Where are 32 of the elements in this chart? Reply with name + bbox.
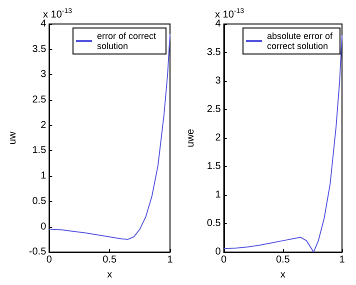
y-tick-label: 2: [215, 132, 222, 144]
line-series: [48, 34, 170, 240]
y-tick-label: 1.5: [206, 161, 222, 172]
y-tick-label: 1.5: [32, 145, 47, 156]
y-axis-title: uw: [8, 130, 18, 144]
y-tick-label: 4: [40, 18, 47, 30]
y-axis-title: uwe: [186, 128, 196, 148]
y-tick-label: -0.5: [28, 246, 47, 258]
y-tick-label: 2.5: [32, 94, 47, 106]
text: x 10$^{-13}$: [215, 8, 244, 20]
y-tick-label: 3: [40, 69, 47, 80]
y-tick-label: 1: [215, 190, 222, 201]
x-axis-title: x: [280, 270, 286, 280]
legend-label: error of correct solution: [97, 31, 159, 51]
x-tick-label: 1: [339, 254, 346, 266]
text: x 10$^{-13}$: [43, 8, 72, 20]
x-axis-title: x: [107, 270, 112, 280]
y-tick-label: 3.5: [32, 44, 47, 55]
x-tick-label: 0.5: [102, 254, 117, 266]
x-tick-label: 0.5: [276, 254, 290, 266]
y-tick-label: 1: [40, 170, 47, 182]
y-tick-label: 0.5: [32, 196, 47, 207]
x-tick-label: 1: [167, 254, 174, 266]
y-tick-label: 4: [215, 18, 222, 30]
y-tick-label: 2.5: [206, 104, 222, 116]
y-tick-label: 3.5: [206, 47, 222, 58]
y-tick-label: 0: [40, 221, 47, 232]
legend-label: absolute error of correct solution: [267, 31, 336, 51]
y-tick-label: 0.5: [206, 218, 222, 230]
y-tick-label: 2: [40, 120, 47, 131]
y-tick-label: 3: [215, 76, 222, 87]
y-tick-label: 0: [215, 246, 222, 258]
